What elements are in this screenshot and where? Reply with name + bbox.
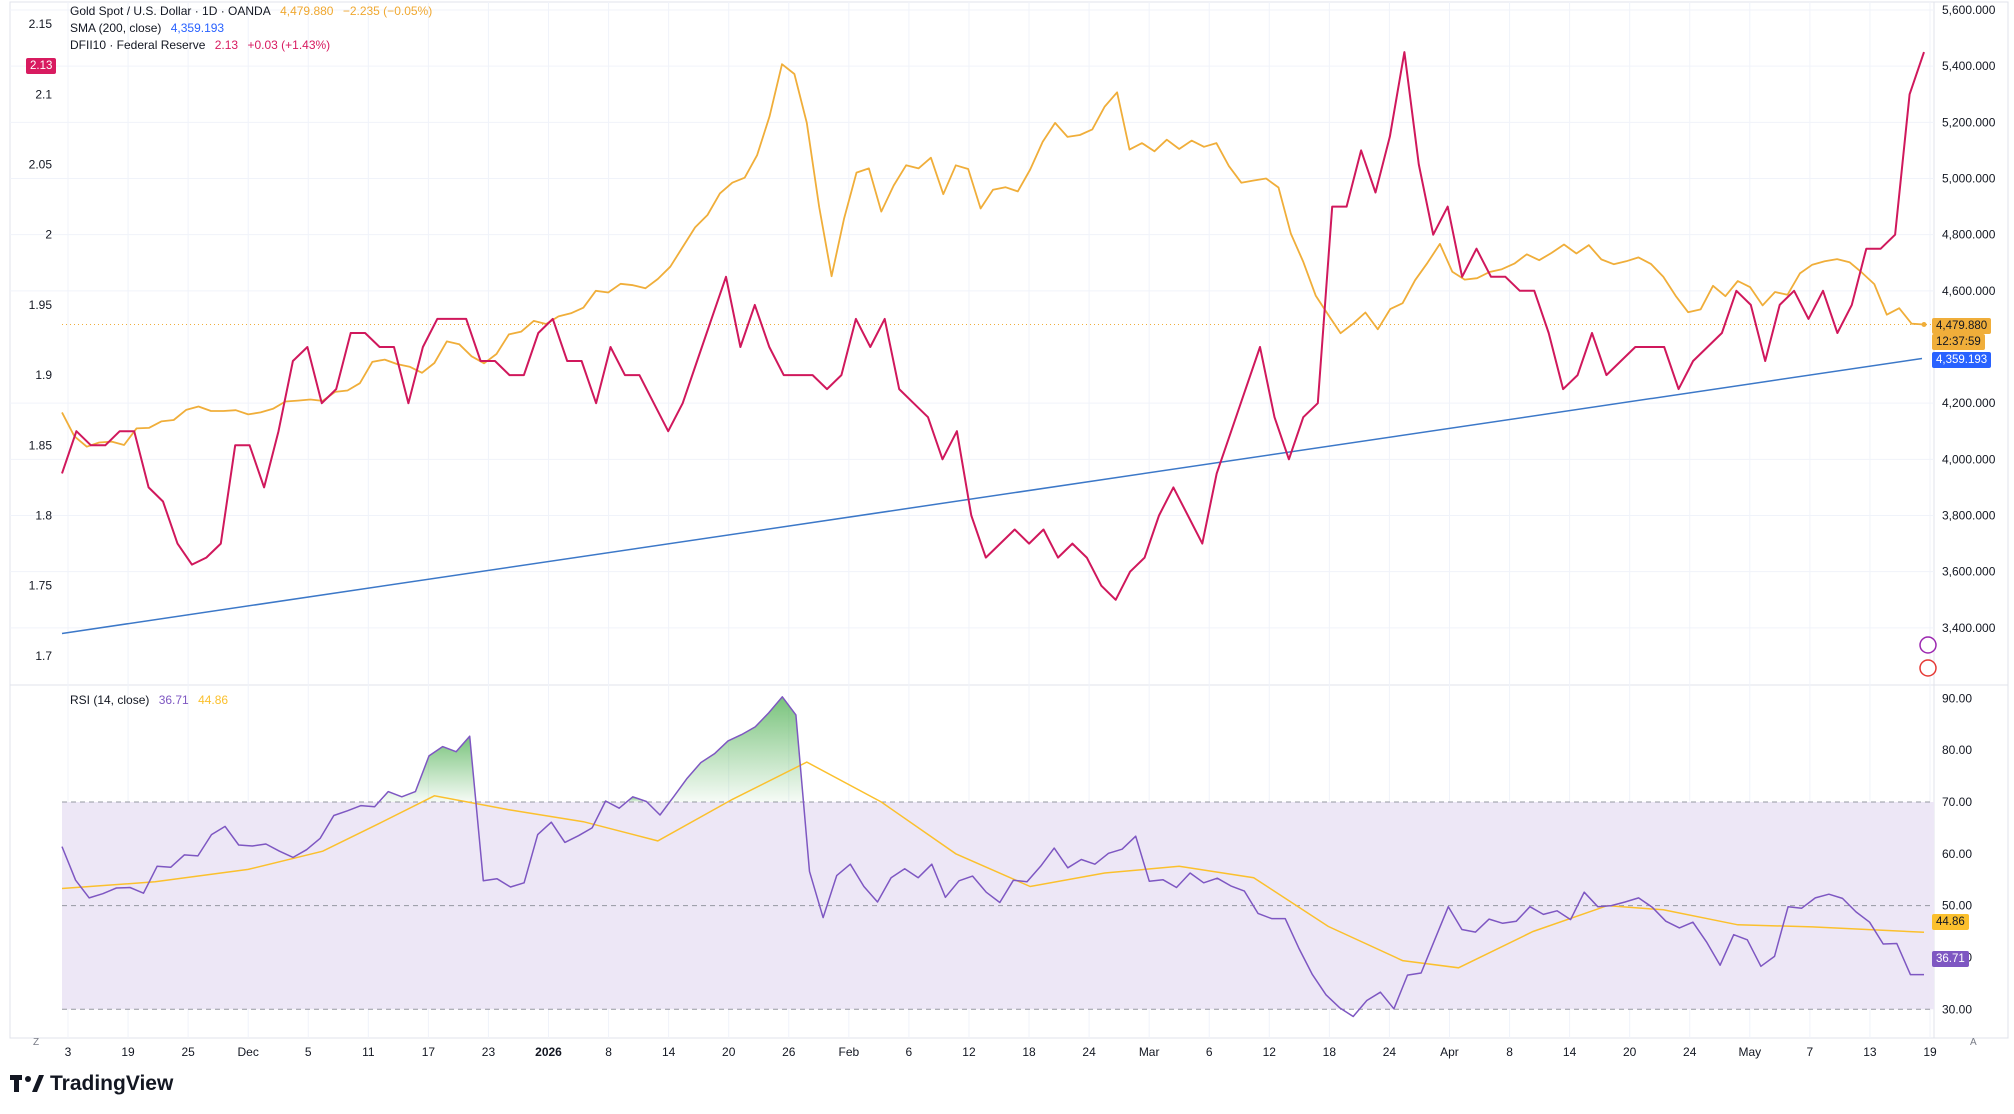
dfii-tick-label: 1.8 [35,509,52,523]
rsi-overbought-fill [666,696,803,802]
rsi-tick-label: 50.00 [1942,899,1972,913]
legend-main-change: −2.235 (−0.05%) [342,4,433,18]
dfii-tick-label: 1.95 [29,298,53,312]
legend-dfii-title: DFII10 · Federal Reserve [70,38,206,52]
rsi-ma-badge: 44.86 [1932,914,1969,930]
dfii-tick-label: 1.75 [29,579,53,593]
time-tick-label: 5 [305,1045,312,1059]
time-tick-label: 12 [962,1045,976,1059]
legend-sma-value: 4,359.193 [170,21,225,35]
rsi-tick-label: 80.00 [1942,743,1972,757]
left-dfii-badge: 2.13 [26,58,57,74]
rsi-badge: 36.71 [1932,951,1969,967]
legend-rsi-title: RSI (14, close) [70,693,150,707]
timezone-toggle[interactable]: Z [33,1037,40,1048]
countdown-badge: 12:37:59 [1932,334,1985,350]
time-tick-label: 12 [1263,1045,1277,1059]
dfii-tick-label: 2.15 [29,17,53,31]
time-tick-label: 20 [722,1045,736,1059]
legend-main-title: Gold Spot / U.S. Dollar · 1D · OANDA [70,4,271,18]
price-tick-label: 5,600.000 [1942,3,1996,17]
rsi-overbought-fill [381,736,477,802]
time-tick-label: 24 [1683,1045,1697,1059]
legend-dfii: DFII10 · Federal Reserve 2.13 +0.03 (+1.… [70,37,336,54]
event-icon [1919,636,1937,654]
legend-sma-title: SMA (200, close) [70,21,162,35]
time-tick-label: 18 [1323,1045,1337,1059]
legend-dfii-change: +0.03 (+1.43%) [247,38,331,52]
time-tick-label: 11 [362,1045,375,1059]
time-tick-label: 24 [1082,1045,1096,1059]
price-tick-label: 4,200.000 [1942,396,1996,410]
time-tick-label: 2026 [535,1045,562,1059]
time-tick-label: 13 [1863,1045,1877,1059]
rsi-tick-label: 70.00 [1942,795,1972,809]
time-tick-label: 14 [662,1045,676,1059]
time-tick-label: Feb [838,1045,859,1059]
sma-line [61,357,1923,635]
auto-scale-toggle[interactable]: A [1970,1037,1977,1048]
price-tick-label: 3,800.000 [1942,509,1996,523]
tradingview-logo[interactable]: TradingView [10,1072,173,1096]
sma-badge: 4,359.193 [1932,352,1992,368]
rsi-tick-label: 60.00 [1942,847,1972,861]
price-tick-label: 5,200.000 [1942,115,1996,129]
price-tick-label: 4,000.000 [1942,452,1996,466]
time-tick-label: 23 [482,1045,496,1059]
time-tick-label: 25 [181,1045,195,1059]
dfii-tick-label: 1.85 [29,438,53,452]
price-tick-label: 5,400.000 [1942,59,1996,73]
time-tick-label: 3 [65,1045,72,1059]
legend-rsi-ma-value: 44.86 [198,693,229,707]
time-tick-label: 20 [1623,1045,1637,1059]
time-tick-label: Dec [238,1045,259,1059]
price-tick-label: 4,600.000 [1942,284,1996,298]
time-tick-label: 14 [1563,1045,1577,1059]
flag-icon [1919,659,1937,677]
gold-price-line [61,63,1925,448]
rsi-line [61,696,1924,1018]
time-tick-label: 24 [1383,1045,1397,1059]
legend-rsi-value: 36.71 [158,693,189,707]
dfii-tick-label: 2.05 [29,157,53,171]
dfii-line [61,51,1925,601]
last-price-marker [1921,322,1927,328]
time-tick-label: May [1738,1045,1761,1059]
time-tick-label: 6 [906,1045,913,1059]
price-tick-label: 5,000.000 [1942,172,1996,186]
time-tick-label: 17 [422,1045,436,1059]
dfii-tick-label: 2 [45,228,52,242]
legend-main: Gold Spot / U.S. Dollar · 1D · OANDA 4,4… [70,3,438,20]
price-badge: 4,479.880 [1932,318,1992,334]
price-tick-label: 4,800.000 [1942,228,1996,242]
brand-name: TradingView [50,1072,174,1095]
legend-main-value: 4,479.880 [280,4,334,18]
rsi-ma-line [61,761,1925,969]
rsi-tick-label: 30.00 [1942,1002,1972,1016]
price-tick-label: 3,600.000 [1942,565,1996,579]
time-tick-label: 19 [121,1045,135,1059]
time-tick-label: 7 [1807,1045,1814,1059]
time-tick-label: Apr [1440,1045,1459,1059]
dfii-tick-label: 2.1 [35,87,52,101]
time-tick-label: 6 [1206,1045,1213,1059]
dfii-tick-label: 1.9 [35,368,52,382]
time-tick-label: 8 [605,1045,612,1059]
time-tick-label: 18 [1022,1045,1036,1059]
rsi-tick-label: 90.00 [1942,691,1972,705]
dfii-tick-label: 1.7 [35,649,52,663]
time-tick-label: 19 [1923,1045,1937,1059]
tradingview-logo-icon [10,1075,44,1092]
legend-dfii-value: 2.13 [214,38,239,52]
price-tick-label: 3,400.000 [1942,621,1996,635]
legend-rsi: RSI (14, close) 36.71 44.86 [70,692,234,709]
legend-sma: SMA (200, close) 4,359.193 [70,20,230,37]
time-tick-label: 26 [782,1045,796,1059]
time-tick-label: Mar [1139,1045,1160,1059]
time-tick-label: 8 [1506,1045,1513,1059]
